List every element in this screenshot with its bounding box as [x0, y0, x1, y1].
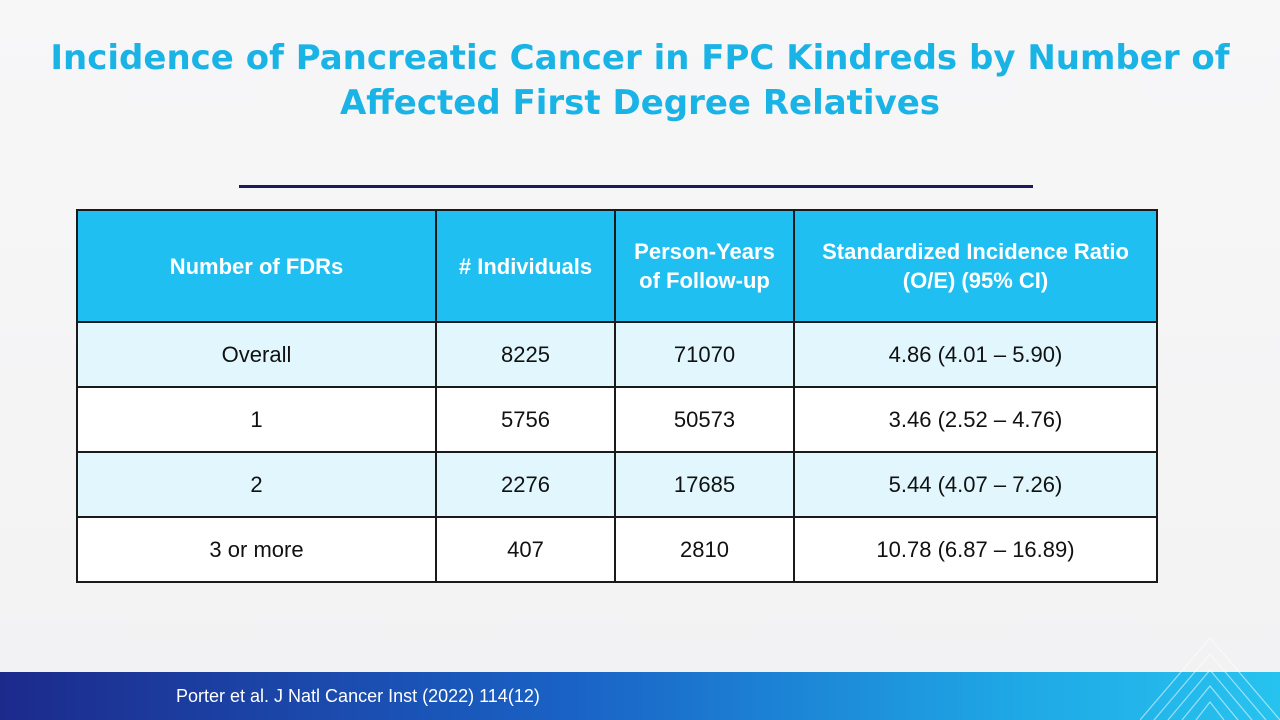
mountain-lines-logo-icon	[1140, 637, 1280, 720]
cell-person-years: 50573	[614, 386, 795, 453]
cell-fdrs: 1	[76, 386, 437, 453]
cell-person-years: 17685	[614, 451, 795, 518]
slide-title: Incidence of Pancreatic Cancer in FPC Ki…	[40, 36, 1240, 126]
citation-text: Porter et al. J Natl Cancer Inst (2022) …	[176, 686, 540, 706]
header-person-years: Person-Years of Follow-up	[614, 209, 795, 323]
cell-person-years: 2810	[614, 516, 795, 583]
cell-fdrs: 2	[76, 451, 437, 518]
cell-fdrs: 3 or more	[76, 516, 437, 583]
table-row: Overall 8225 71070 4.86 (4.01 – 5.90)	[76, 321, 1158, 388]
table-row: 3 or more 407 2810 10.78 (6.87 – 16.89)	[76, 516, 1158, 583]
header-number-of-fdrs: Number of FDRs	[76, 209, 437, 323]
header-individuals: # Individuals	[435, 209, 616, 323]
cell-individuals: 407	[435, 516, 616, 583]
table-header-row: Number of FDRs # Individuals Person-Year…	[76, 209, 1158, 323]
incidence-table: Number of FDRs # Individuals Person-Year…	[76, 209, 1158, 583]
cell-person-years: 71070	[614, 321, 795, 388]
cell-individuals: 8225	[435, 321, 616, 388]
table-row: 1 5756 50573 3.46 (2.52 – 4.76)	[76, 386, 1158, 453]
title-divider	[239, 185, 1033, 188]
header-sir: Standardized Incidence Ratio (O/E) (95% …	[793, 209, 1158, 323]
cell-individuals: 2276	[435, 451, 616, 518]
cell-sir: 4.86 (4.01 – 5.90)	[793, 321, 1158, 388]
cell-sir: 5.44 (4.07 – 7.26)	[793, 451, 1158, 518]
cell-sir: 10.78 (6.87 – 16.89)	[793, 516, 1158, 583]
footer-bar: Porter et al. J Natl Cancer Inst (2022) …	[0, 672, 1280, 720]
cell-fdrs: Overall	[76, 321, 437, 388]
slide-title-line-2: Affected First Degree Relatives	[339, 83, 941, 123]
cell-individuals: 5756	[435, 386, 616, 453]
table-row: 2 2276 17685 5.44 (4.07 – 7.26)	[76, 451, 1158, 518]
slide-title-line-1: Incidence of Pancreatic Cancer in FPC Ki…	[50, 38, 1230, 78]
cell-sir: 3.46 (2.52 – 4.76)	[793, 386, 1158, 453]
